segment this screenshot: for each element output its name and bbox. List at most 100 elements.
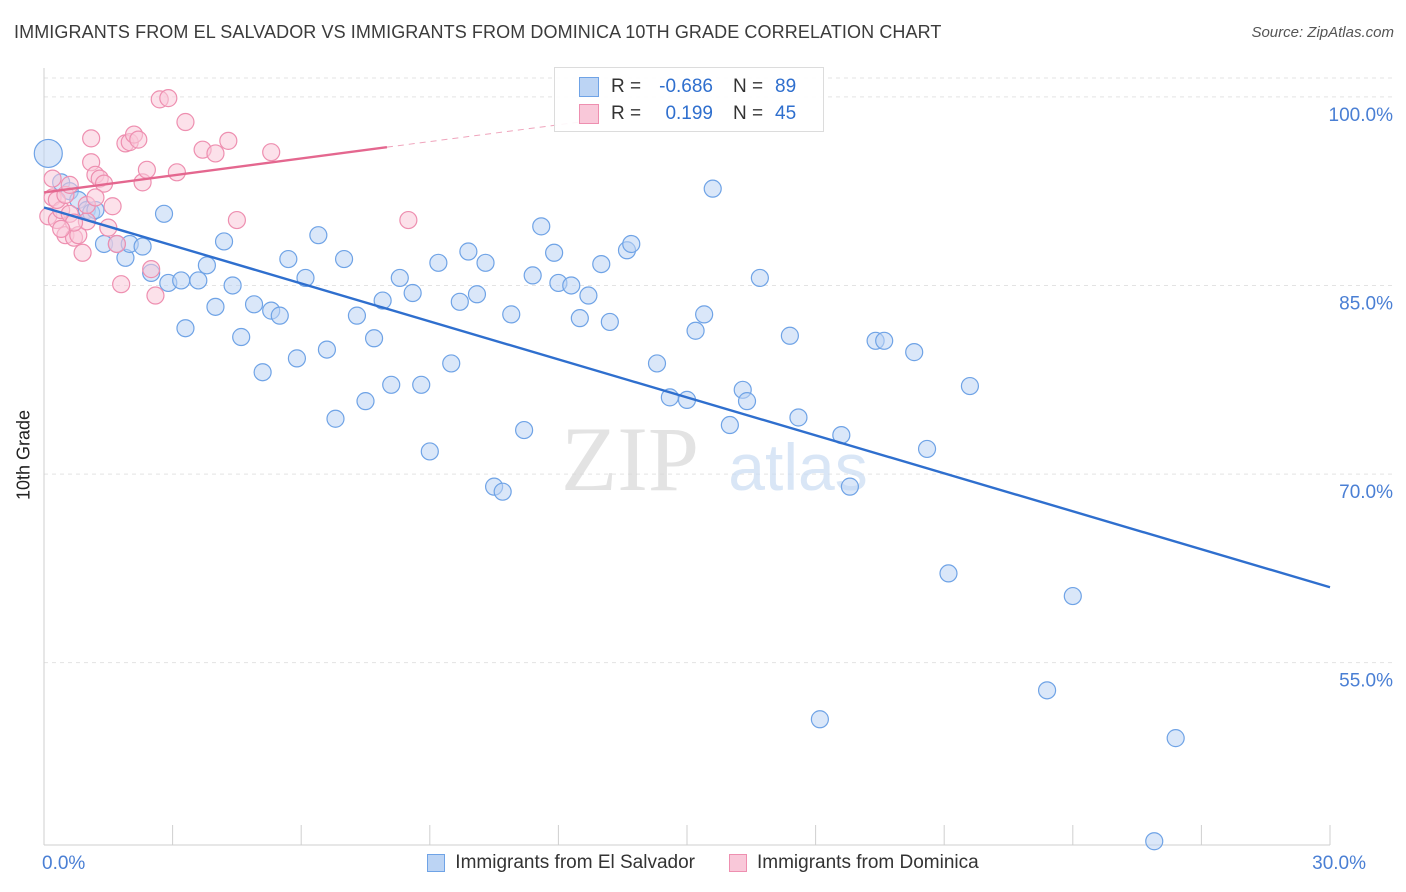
trend-extension-dominica	[386, 121, 580, 148]
point-el-salvador	[253, 363, 272, 382]
point-el-salvador	[373, 291, 392, 310]
point-el-salvador	[686, 321, 705, 340]
legend-label: Immigrants from El Salvador	[455, 852, 695, 873]
legend-swatch-el-salvador	[427, 854, 446, 872]
n-value: 45	[775, 103, 797, 124]
trend-lines	[43, 121, 1331, 589]
r-value: 0.199	[665, 103, 713, 124]
point-el-salvador	[562, 276, 581, 295]
source-label: Source: ZipAtlas.com	[1251, 24, 1394, 41]
point-el-salvador	[476, 253, 495, 272]
legend-item-dominica: Immigrants from Dominica	[728, 852, 979, 874]
point-el-salvador	[442, 354, 461, 373]
point-dominica	[103, 197, 122, 216]
point-el-salvador	[647, 354, 667, 373]
y-axis-label: 10th Grade	[13, 409, 34, 500]
point-dominica	[52, 219, 71, 238]
n-label: N =	[733, 103, 764, 124]
point-el-salvador	[780, 326, 799, 345]
point-el-salvador	[270, 306, 289, 325]
x-tick-label: 30.0%	[1312, 853, 1366, 874]
point-el-salvador	[875, 331, 894, 350]
point-dominica	[219, 131, 238, 150]
point-el-salvador	[382, 375, 401, 394]
stats-row-el-salvador: R = -0.686 N = 89	[579, 74, 796, 100]
point-el-salvador	[412, 375, 431, 394]
point-dominica	[73, 243, 92, 262]
point-el-salvador	[592, 254, 611, 274]
point-el-salvador	[309, 226, 328, 245]
point-el-salvador	[244, 295, 264, 314]
point-el-salvador	[750, 268, 769, 288]
trend-line-dominica	[43, 145, 388, 194]
point-dominica	[107, 234, 126, 254]
point-el-salvador	[960, 376, 980, 396]
point-el-salvador	[296, 268, 315, 288]
legend-label: Immigrants from Dominica	[756, 852, 979, 873]
point-el-salvador	[172, 271, 191, 290]
trend-line-el-salvador	[43, 206, 1331, 589]
y-tick-label: 55.0%	[1339, 671, 1393, 692]
y-tick-label: 85.0%	[1339, 293, 1393, 314]
point-el-salvador	[206, 297, 225, 316]
point-el-salvador	[459, 242, 478, 261]
point-el-salvador	[197, 256, 216, 275]
point-el-salvador	[420, 442, 439, 461]
stats-legend: R = -0.686 N = 89 R = 0.199 N = 45	[554, 67, 824, 132]
point-el-salvador	[789, 408, 808, 427]
point-el-salvador	[695, 305, 714, 324]
point-el-salvador	[939, 564, 958, 583]
y-tick-label: 100.0%	[1329, 105, 1394, 126]
stats-swatch-el-salvador	[579, 77, 599, 97]
r-value: -0.686	[659, 76, 713, 97]
legend-swatch-dominica	[728, 854, 747, 872]
point-el-salvador	[214, 232, 234, 251]
point-dominica	[129, 130, 148, 149]
n-label: N =	[733, 76, 764, 97]
point-dominica	[82, 129, 101, 148]
point-el-salvador	[532, 217, 551, 236]
point-el-salvador	[1037, 681, 1057, 700]
point-el-salvador	[737, 392, 757, 411]
point-el-salvador	[429, 253, 448, 272]
point-el-salvador	[334, 249, 354, 269]
point-el-salvador	[356, 392, 375, 411]
point-el-salvador	[133, 237, 152, 256]
point-el-salvador	[523, 266, 542, 285]
point-dominica	[142, 260, 161, 279]
point-el-salvador	[720, 415, 739, 435]
point-el-salvador	[232, 327, 251, 347]
point-el-salvador	[223, 276, 242, 295]
point-el-salvador	[502, 305, 521, 324]
r-label: R =	[611, 103, 642, 124]
point-el-salvador	[905, 343, 924, 362]
point-el-salvador	[622, 234, 641, 254]
data-points	[33, 89, 1185, 851]
point-dominica	[176, 112, 195, 132]
point-el-salvador	[600, 312, 619, 332]
point-el-salvador	[189, 271, 208, 290]
point-dominica	[159, 89, 178, 108]
point-el-salvador	[450, 292, 469, 311]
point-el-salvador	[1063, 586, 1082, 606]
point-el-salvador	[390, 268, 409, 288]
point-el-salvador	[154, 204, 174, 223]
r-label: R =	[611, 76, 642, 97]
point-el-salvador	[579, 286, 598, 305]
point-el-salvador	[326, 409, 345, 428]
point-dominica	[399, 210, 418, 230]
point-el-salvador	[33, 138, 63, 169]
point-dominica	[137, 160, 156, 179]
point-el-salvador	[176, 319, 195, 338]
point-dominica	[86, 188, 105, 207]
chart-legend: Immigrants from El Salvador Immigrants f…	[0, 852, 1406, 874]
point-el-salvador	[364, 329, 384, 348]
point-dominica	[262, 143, 281, 162]
point-el-salvador	[570, 309, 589, 328]
x-tick-label: 0.0%	[42, 853, 85, 874]
point-el-salvador	[703, 179, 722, 198]
watermark-zip: ZIP	[561, 408, 699, 510]
point-el-salvador	[279, 249, 298, 269]
point-dominica	[43, 169, 62, 188]
